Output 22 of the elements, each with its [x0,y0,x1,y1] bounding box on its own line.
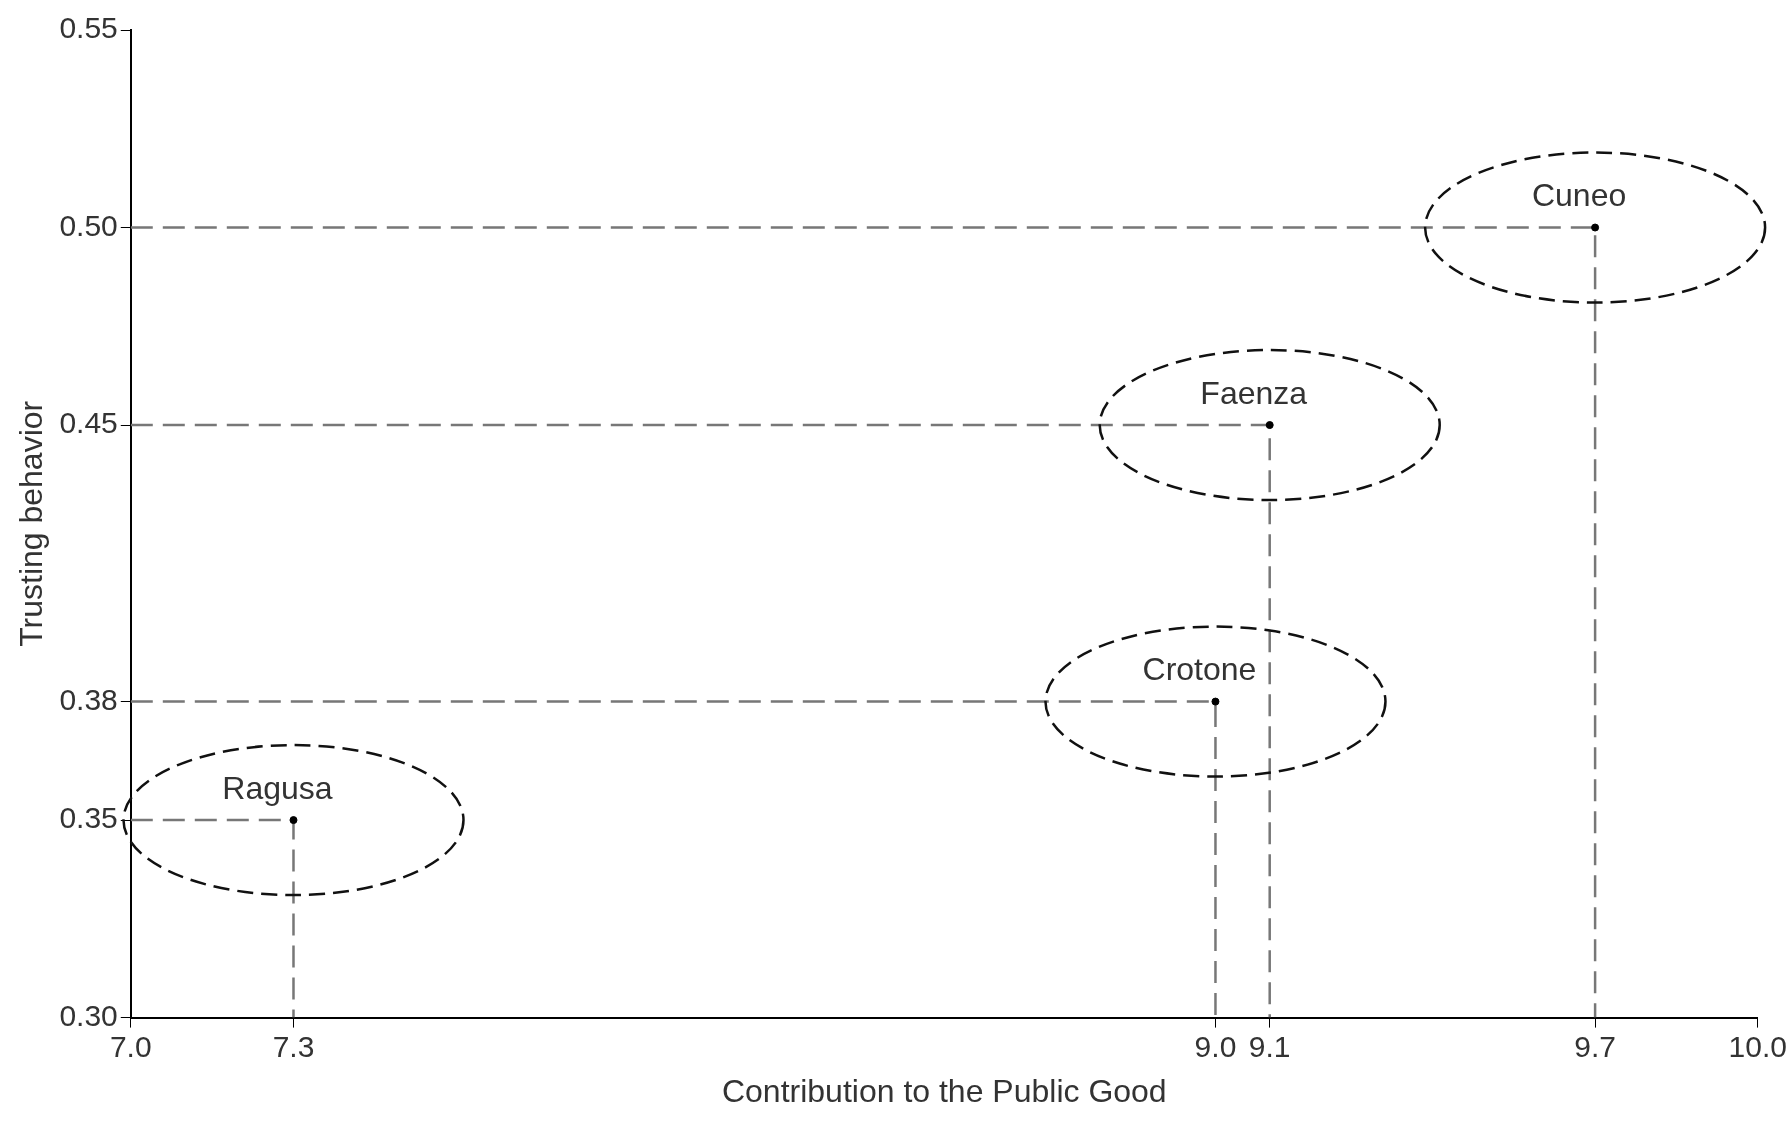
x-tick-label: 10.0 [1728,1029,1787,1063]
y-tick-label: 0.30 [59,998,118,1032]
x-tick-label: 7.3 [272,1029,315,1063]
x-tick-label: 9.1 [1248,1029,1291,1063]
x-axis-title: Contribution to the Public Good [721,1072,1167,1109]
y-axis-title: Trusting behavior [13,400,50,647]
annotation: Faenza [1200,374,1308,411]
annotation: Cuneo [1531,177,1627,214]
y-tick-label: 0.45 [59,406,118,440]
point [1211,697,1220,706]
x-tick-label: 7.0 [109,1029,152,1063]
point [1591,223,1600,232]
y-tick-label: 0.55 [59,11,118,45]
x-tick-label: 9.7 [1574,1029,1616,1063]
y-tick-label: 0.38 [59,682,118,716]
point [289,816,298,825]
point [1265,421,1274,430]
y-tick-label: 0.35 [59,801,118,835]
annotation: Crotone [1142,651,1257,688]
annotation: Ragusa [222,769,333,806]
y-tick-label: 0.50 [59,208,118,242]
x-tick-label: 9.0 [1194,1029,1237,1063]
